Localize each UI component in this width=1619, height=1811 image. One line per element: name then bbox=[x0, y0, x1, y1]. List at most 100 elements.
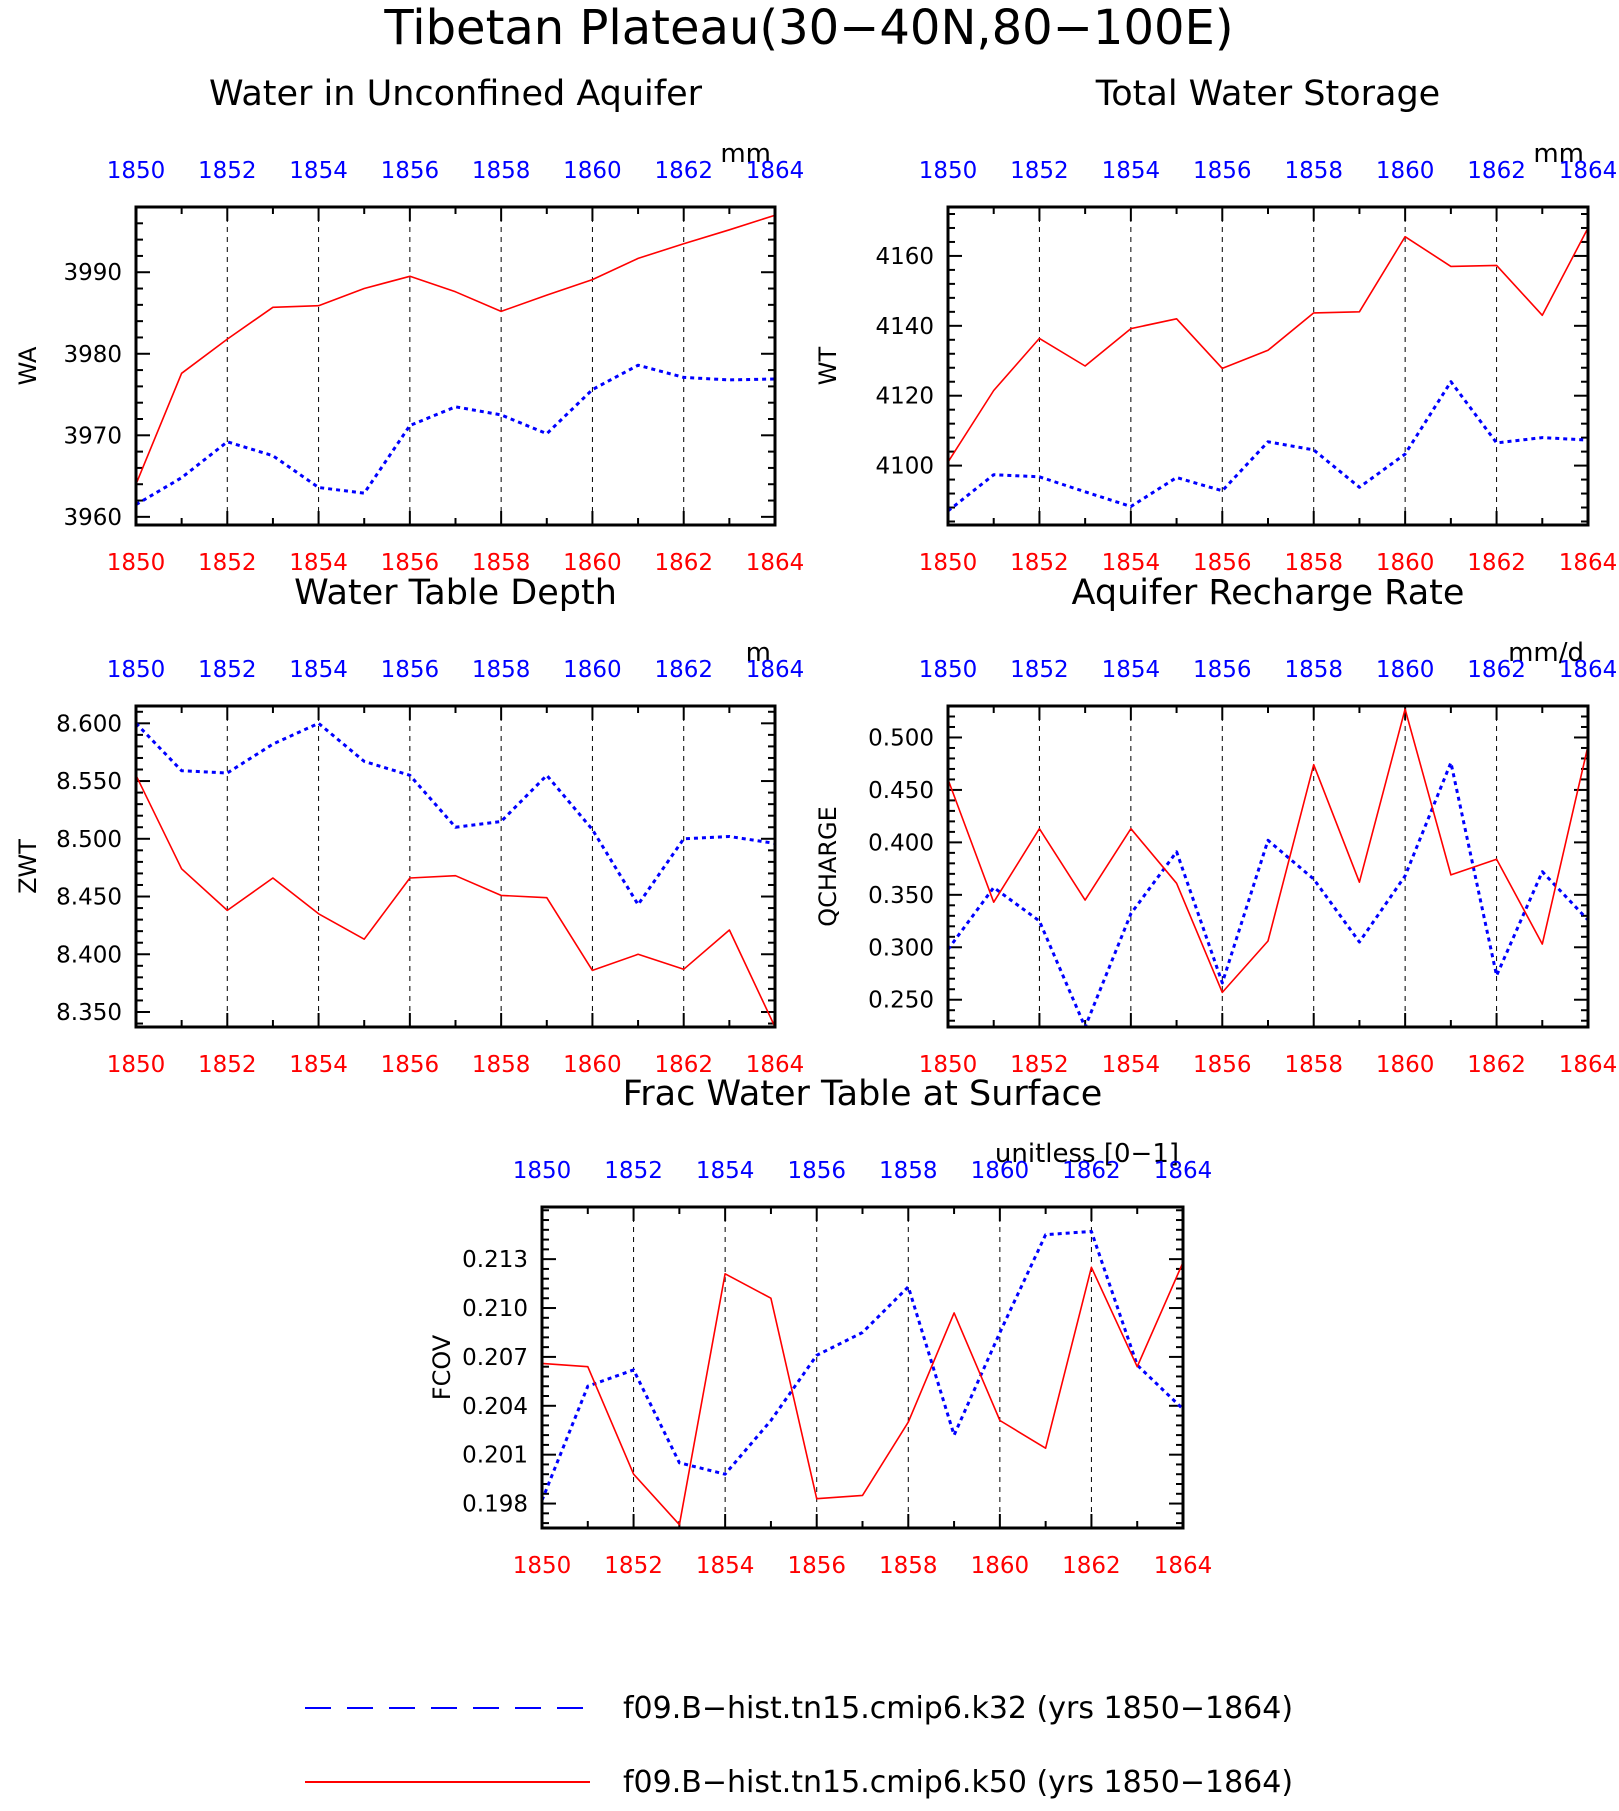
x-tick-label-top: 1850 bbox=[107, 657, 166, 683]
x-tick-label-top: 1862 bbox=[1062, 1158, 1121, 1184]
y-tick-label: 0.204 bbox=[462, 1394, 528, 1420]
chart-panel-2: Water Table Depth m 1850 1850 1852 1852 1854 18… bbox=[14, 573, 804, 1078]
plot-frame bbox=[946, 704, 1590, 1029]
y-tick-label: 0.350 bbox=[868, 883, 934, 909]
y-tick-label: 0.400 bbox=[868, 830, 934, 856]
x-tick-label-bottom: 1858 bbox=[879, 1553, 938, 1579]
y-axis-label: FCOV bbox=[428, 1334, 456, 1400]
y-tick-label: 4140 bbox=[875, 314, 934, 340]
x-tick-label-top: 1854 bbox=[1102, 158, 1161, 184]
x-tick-label-top: 1852 bbox=[604, 1158, 663, 1184]
x-tick-label-bottom: 1852 bbox=[1010, 1052, 1069, 1078]
series-line-k50 bbox=[541, 1262, 1184, 1526]
x-tick-label-top: 1860 bbox=[1376, 657, 1435, 683]
x-tick-label-bottom: 1854 bbox=[289, 550, 348, 576]
x-tick-label-bottom: 1864 bbox=[746, 1052, 805, 1078]
x-tick-label-bottom: 1860 bbox=[1376, 1052, 1435, 1078]
x-tick-label-bottom: 1860 bbox=[1376, 550, 1435, 576]
x-tick-label-top: 1856 bbox=[1193, 657, 1252, 683]
chart-title: Frac Water Table at Surface bbox=[623, 1074, 1103, 1114]
x-tick-label-top: 1852 bbox=[1010, 158, 1069, 184]
y-tick-label: 0.250 bbox=[868, 988, 934, 1014]
chart-title: Total Water Storage bbox=[1095, 74, 1440, 114]
x-tick-label-bottom: 1864 bbox=[1559, 550, 1618, 576]
y-tick-label: 4160 bbox=[875, 244, 934, 270]
x-tick-label-top: 1856 bbox=[1193, 158, 1252, 184]
x-tick-label-top: 1864 bbox=[1154, 1158, 1213, 1184]
x-tick-label-top: 1856 bbox=[787, 1158, 846, 1184]
chart-panel-3: Aquifer Recharge Rate mm/d 1850 1850 1852 185… bbox=[814, 573, 1617, 1078]
y-tick-label: 0.207 bbox=[462, 1345, 528, 1371]
x-tick-label-bottom: 1850 bbox=[107, 1052, 166, 1078]
chart-units: mm bbox=[720, 139, 771, 169]
x-tick-label-top: 1850 bbox=[513, 1158, 572, 1184]
chart-units: unitless [0−1] bbox=[995, 1139, 1179, 1169]
y-tick-label: 8.350 bbox=[56, 1000, 122, 1026]
x-tick-label-top: 1860 bbox=[1376, 158, 1435, 184]
x-tick-label-bottom: 1858 bbox=[472, 1052, 531, 1078]
x-tick-label-bottom: 1862 bbox=[1467, 1052, 1526, 1078]
y-tick-label: 0.213 bbox=[462, 1247, 528, 1273]
x-tick-label-bottom: 1850 bbox=[919, 1052, 978, 1078]
x-tick-label-bottom: 1864 bbox=[1559, 1052, 1618, 1078]
x-tick-label-top: 1864 bbox=[1559, 657, 1618, 683]
y-tick-label: 0.201 bbox=[462, 1443, 528, 1469]
chart-panel-1: Total Water Storage mm 1850 1850 1852 1852 185… bbox=[814, 74, 1617, 576]
y-tick-label: 8.450 bbox=[56, 885, 122, 911]
y-tick-label: 3980 bbox=[63, 342, 122, 368]
x-tick-label-top: 1852 bbox=[198, 158, 257, 184]
y-axis-label: WT bbox=[814, 346, 842, 385]
x-tick-label-bottom: 1856 bbox=[1193, 1052, 1252, 1078]
x-tick-label-top: 1860 bbox=[563, 158, 622, 184]
series-line-k50 bbox=[947, 227, 1589, 463]
x-tick-label-bottom: 1862 bbox=[654, 1052, 713, 1078]
figure-title: Tibetan Plateau(30−40N,80−100E) bbox=[383, 0, 1233, 56]
x-tick-label-top: 1858 bbox=[1284, 158, 1343, 184]
x-tick-label-top: 1852 bbox=[1010, 657, 1069, 683]
x-tick-label-top: 1860 bbox=[563, 657, 622, 683]
x-tick-label-bottom: 1860 bbox=[563, 550, 622, 576]
x-tick-label-top: 1864 bbox=[746, 657, 805, 683]
x-tick-label-top: 1864 bbox=[746, 158, 805, 184]
x-tick-label-bottom: 1858 bbox=[472, 550, 531, 576]
x-tick-label-top: 1856 bbox=[381, 657, 440, 683]
plot-frame bbox=[946, 205, 1590, 527]
y-tick-label: 0.210 bbox=[462, 1296, 528, 1322]
y-tick-label: 0.300 bbox=[868, 935, 934, 961]
y-axis-label: WA bbox=[14, 346, 42, 385]
x-tick-label-top: 1850 bbox=[107, 158, 166, 184]
y-axis-label: QCHARGE bbox=[814, 806, 842, 927]
x-tick-label-top: 1864 bbox=[1559, 158, 1618, 184]
x-tick-label-bottom: 1854 bbox=[1102, 1052, 1161, 1078]
x-tick-label-bottom: 1856 bbox=[787, 1553, 846, 1579]
x-tick-label-bottom: 1858 bbox=[1284, 1052, 1343, 1078]
x-tick-label-top: 1850 bbox=[919, 158, 978, 184]
y-tick-label: 3990 bbox=[63, 260, 122, 286]
x-tick-label-bottom: 1854 bbox=[1102, 550, 1161, 576]
x-tick-label-bottom: 1852 bbox=[1010, 550, 1069, 576]
x-tick-label-top: 1862 bbox=[1467, 158, 1526, 184]
x-tick-label-bottom: 1856 bbox=[381, 550, 440, 576]
y-tick-label: 3970 bbox=[63, 423, 122, 449]
x-tick-label-bottom: 1854 bbox=[696, 1553, 755, 1579]
x-tick-label-bottom: 1856 bbox=[1193, 550, 1252, 576]
x-tick-label-bottom: 1862 bbox=[1467, 550, 1526, 576]
chart-title: Aquifer Recharge Rate bbox=[1072, 573, 1465, 613]
x-tick-label-top: 1850 bbox=[919, 657, 978, 683]
plot-frame bbox=[134, 205, 777, 527]
x-tick-label-bottom: 1862 bbox=[1062, 1553, 1121, 1579]
x-tick-label-bottom: 1860 bbox=[971, 1553, 1030, 1579]
x-tick-label-top: 1862 bbox=[1467, 657, 1526, 683]
y-tick-label: 4120 bbox=[875, 384, 934, 410]
series-line-k32 bbox=[946, 761, 1590, 1029]
series-line-k32 bbox=[540, 1229, 1185, 1501]
chart-title: Water Table Depth bbox=[294, 573, 617, 613]
chart-panel-0: Water in Unconfined Aquifer mm 1850 1850 185… bbox=[14, 74, 804, 576]
x-tick-label-bottom: 1852 bbox=[604, 1553, 663, 1579]
legend: f09.B−hist.tn15.cmip6.k32 (yrs 1850−1864… bbox=[305, 1691, 1293, 1800]
x-tick-label-bottom: 1864 bbox=[746, 550, 805, 576]
x-tick-label-bottom: 1850 bbox=[107, 550, 166, 576]
x-tick-label-bottom: 1854 bbox=[289, 1052, 348, 1078]
series-line-k32 bbox=[135, 363, 776, 506]
y-tick-label: 3960 bbox=[63, 505, 122, 531]
